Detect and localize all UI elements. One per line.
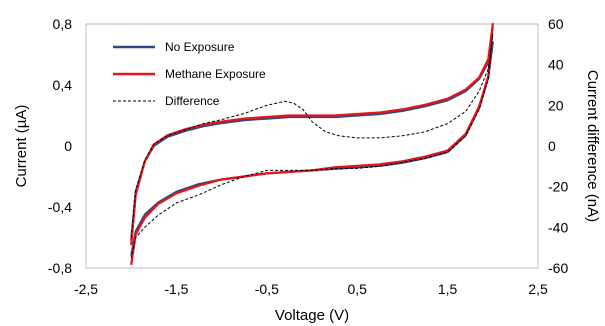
series-line-methane-exposure bbox=[130, 22, 494, 266]
y2-tick-label: -20 bbox=[548, 179, 568, 195]
y2-axis-ticks: 60 40 20 0 -20 -40 -60 bbox=[548, 16, 568, 276]
series-line-difference bbox=[130, 33, 494, 258]
y-tick-label: -0,4 bbox=[48, 199, 72, 215]
x-axis-title: Voltage (V) bbox=[275, 307, 349, 324]
y2-axis-title: Current difference (nA) bbox=[584, 70, 601, 222]
legend: No Exposure Methane Exposure Difference bbox=[113, 40, 266, 108]
y-tick-label: -0,8 bbox=[48, 260, 72, 276]
y2-tick-label: -40 bbox=[548, 219, 568, 235]
x-tick-label: 2,5 bbox=[528, 281, 548, 297]
x-tick-label: 1,5 bbox=[438, 281, 458, 297]
legend-label-methane-exposure: Methane Exposure bbox=[165, 67, 266, 81]
plot-area bbox=[85, 23, 539, 269]
x-tick-label: -0,5 bbox=[255, 281, 279, 297]
y-tick-label: 0,8 bbox=[53, 16, 73, 32]
x-axis-ticks: -2,5 -1,5 -0,5 0,5 1,5 2,5 bbox=[74, 281, 548, 297]
x-tick-label: 0,5 bbox=[347, 281, 367, 297]
series-layer bbox=[130, 22, 494, 266]
y2-tick-label: -60 bbox=[548, 260, 568, 276]
y-axis-ticks: 0,8 0,4 0 -0,4 -0,8 bbox=[48, 16, 72, 276]
y-tick-label: 0 bbox=[64, 138, 72, 154]
y2-tick-label: 0 bbox=[548, 138, 556, 154]
x-tick-label: -1,5 bbox=[164, 281, 188, 297]
legend-label-difference: Difference bbox=[165, 94, 220, 108]
x-tick-label: -2,5 bbox=[74, 281, 98, 297]
y2-tick-label: 20 bbox=[548, 97, 564, 113]
y2-tick-label: 40 bbox=[548, 57, 564, 73]
y2-tick-label: 60 bbox=[548, 16, 564, 32]
y-tick-label: 0,4 bbox=[53, 77, 73, 93]
legend-label-no-exposure: No Exposure bbox=[165, 40, 235, 54]
y-axis-title: Current (µA) bbox=[13, 105, 30, 188]
